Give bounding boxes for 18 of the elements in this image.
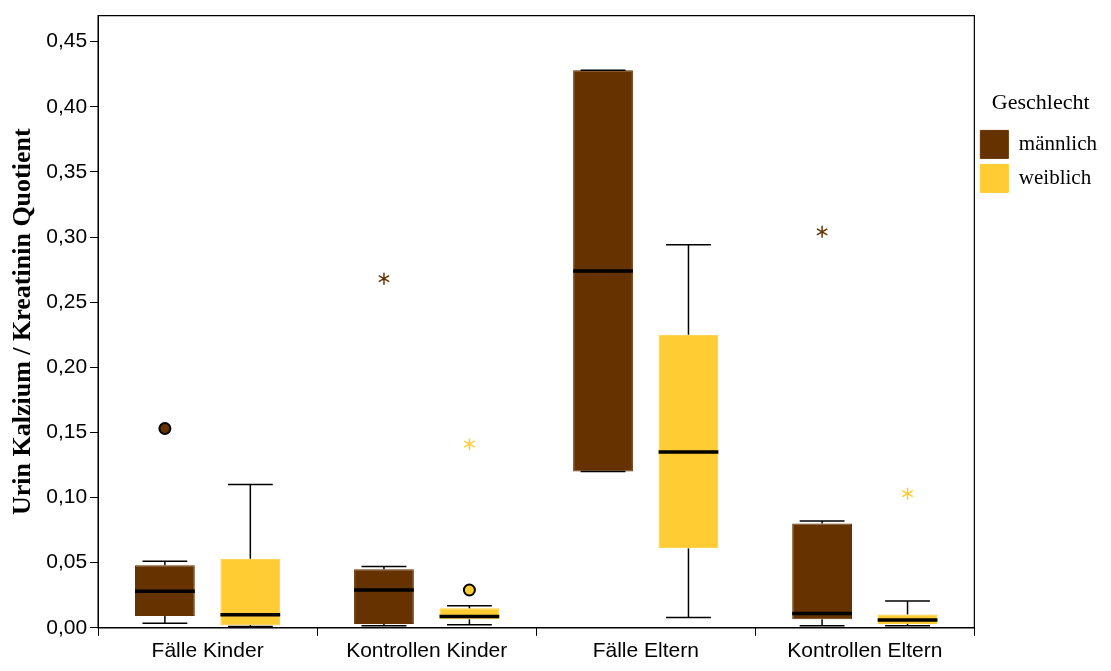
y-tick-label: 0,35: [46, 158, 88, 182]
y-tick-label: 0,30: [46, 223, 88, 247]
x-tick-label: Kontrollen Kinder: [346, 638, 508, 662]
y-tick-label: 0,15: [46, 419, 88, 443]
y-tick-label: 0,00: [46, 614, 88, 638]
y-tick-label: 0,10: [46, 484, 88, 508]
x-tick-label: Fälle Eltern: [592, 638, 699, 662]
legend-label: männlich: [1018, 130, 1098, 155]
y-axis-title: Urin Kalzium / Kreatinin Quotient: [7, 128, 37, 516]
y-tick-label: 0,20: [46, 354, 88, 378]
x-tick-label: Fälle Kinder: [151, 638, 264, 662]
y-tick-label: 0,25: [46, 288, 88, 312]
y-tick-label: 0,05: [46, 549, 88, 573]
y-tick-label: 0,40: [46, 93, 88, 117]
x-tick-label: Kontrollen Eltern: [787, 638, 943, 662]
legend-title: Geschlecht: [991, 88, 1090, 114]
legend-label: weiblich: [1018, 164, 1092, 189]
y-tick-label: 0,45: [46, 28, 88, 52]
